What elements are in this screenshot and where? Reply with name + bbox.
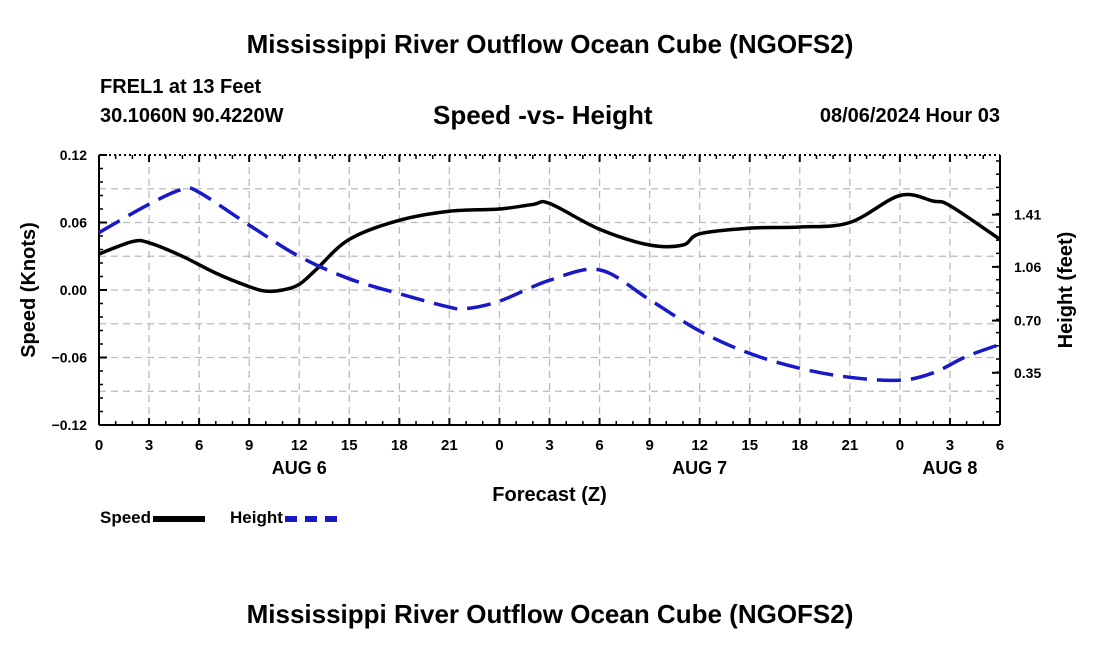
x-tick-label: 3 bbox=[545, 437, 553, 454]
legend-height-line bbox=[284, 515, 337, 522]
data-point-height bbox=[198, 191, 200, 193]
data-point-speed bbox=[281, 289, 283, 291]
x-tick-label: 15 bbox=[741, 437, 758, 454]
data-point-speed bbox=[749, 227, 751, 229]
data-point-speed bbox=[799, 226, 801, 228]
y-right-tick-label: 0.70 bbox=[1014, 313, 1041, 329]
data-point-speed bbox=[398, 219, 400, 221]
y-left-axis-label: Speed (Knots) bbox=[18, 222, 40, 358]
legend-height-label: Height bbox=[230, 508, 283, 527]
data-point-speed bbox=[448, 210, 450, 212]
legend-speed-line bbox=[153, 515, 206, 522]
date-label: AUG 7 bbox=[672, 458, 727, 478]
data-point-speed bbox=[849, 221, 851, 223]
x-tick-label: 12 bbox=[691, 437, 708, 454]
chart-title: Speed -vs- Height bbox=[433, 100, 653, 130]
x-tick-label: 0 bbox=[896, 437, 904, 454]
x-tick-label: 15 bbox=[341, 437, 358, 454]
data-point-height bbox=[698, 330, 700, 332]
x-tick-label: 12 bbox=[291, 437, 308, 454]
x-tick-label: 3 bbox=[145, 437, 153, 454]
data-point-height bbox=[932, 372, 934, 374]
data-point-height bbox=[749, 352, 751, 354]
x-tick-label: 18 bbox=[391, 437, 408, 454]
data-point-speed bbox=[248, 285, 250, 287]
data-point-speed bbox=[348, 238, 350, 240]
y-left-tick-label: −0.12 bbox=[52, 417, 88, 433]
x-tick-label: 21 bbox=[441, 437, 458, 454]
data-point-height bbox=[849, 376, 851, 378]
data-point-height bbox=[298, 255, 300, 257]
x-tick-label: 0 bbox=[95, 437, 103, 454]
data-point-speed bbox=[999, 238, 1001, 240]
x-tick-label: 18 bbox=[791, 437, 808, 454]
forecast-date: 08/06/2024 Hour 03 bbox=[819, 105, 1000, 127]
y-left-tick-label: 0.00 bbox=[60, 282, 87, 298]
data-point-speed bbox=[698, 233, 700, 235]
data-point-height bbox=[465, 307, 467, 309]
data-point-speed bbox=[181, 255, 183, 257]
data-point-height bbox=[598, 269, 600, 271]
y-right-tick-label: 1.06 bbox=[1014, 259, 1041, 275]
series-line-height bbox=[98, 186, 1001, 383]
footer-title: Mississippi River Outflow Ocean Cube (NG… bbox=[246, 599, 854, 629]
y-left-tick-label: 0.06 bbox=[60, 215, 87, 231]
data-point-speed bbox=[298, 283, 300, 285]
data-point-speed bbox=[98, 253, 100, 255]
x-tick-label: 9 bbox=[645, 437, 653, 454]
series-line-speed bbox=[98, 192, 1001, 294]
x-tick-label: 6 bbox=[595, 437, 603, 454]
data-point-height bbox=[899, 379, 901, 381]
data-point-speed bbox=[548, 202, 550, 204]
data-point-height bbox=[965, 355, 967, 357]
date-label: AUG 6 bbox=[272, 458, 327, 478]
x-tick-label: 0 bbox=[495, 437, 503, 454]
data-point-height bbox=[799, 367, 801, 369]
x-axis-label: Forecast (Z) bbox=[492, 484, 606, 506]
station-name: FREL1 at 13 Feet bbox=[100, 76, 262, 98]
x-tick-label: 3 bbox=[946, 437, 954, 454]
data-point-speed bbox=[315, 269, 317, 271]
data-point-height bbox=[448, 306, 450, 308]
data-point-height bbox=[398, 293, 400, 295]
x-tick-label: 21 bbox=[841, 437, 858, 454]
data-point-height bbox=[248, 224, 250, 226]
data-point-speed bbox=[598, 228, 600, 230]
data-point-speed bbox=[215, 272, 217, 274]
legend-speed-label: Speed bbox=[100, 508, 152, 527]
data-point-speed bbox=[949, 204, 951, 206]
legend-height: Height bbox=[230, 508, 337, 532]
data-point-height bbox=[98, 231, 100, 233]
station-coordinates: 30.1060N 90.4220W bbox=[100, 105, 284, 127]
y-right-tick-label: 1.41 bbox=[1014, 207, 1041, 223]
data-point-speed bbox=[131, 240, 133, 242]
data-point-height bbox=[181, 188, 183, 190]
page-title: Mississippi River Outflow Ocean Cube (NG… bbox=[246, 29, 854, 59]
legend-speed: Speed bbox=[100, 508, 206, 532]
y-left-tick-label: −0.06 bbox=[52, 350, 88, 366]
data-point-height bbox=[348, 278, 350, 280]
data-point-speed bbox=[648, 244, 650, 246]
data-point-speed bbox=[532, 203, 534, 205]
data-point-speed bbox=[265, 290, 267, 292]
data-point-height bbox=[648, 298, 650, 300]
y-right-axis-label: Height (feet) bbox=[1055, 232, 1077, 349]
x-tick-label: 9 bbox=[245, 437, 253, 454]
data-point-speed bbox=[498, 208, 500, 210]
data-point-height bbox=[548, 279, 550, 281]
y-right-tick-label: 0.35 bbox=[1014, 365, 1041, 381]
date-label: AUG 8 bbox=[922, 458, 977, 478]
data-point-height bbox=[498, 300, 500, 302]
data-point-speed bbox=[682, 244, 684, 246]
data-point-speed bbox=[148, 242, 150, 244]
x-tick-label: 6 bbox=[996, 437, 1004, 454]
y-left-tick-label: 0.12 bbox=[60, 147, 87, 163]
x-tick-label: 6 bbox=[195, 437, 203, 454]
data-point-height bbox=[148, 203, 150, 205]
data-point-speed bbox=[899, 194, 901, 196]
data-point-speed bbox=[932, 200, 934, 202]
data-point-height bbox=[999, 343, 1001, 345]
